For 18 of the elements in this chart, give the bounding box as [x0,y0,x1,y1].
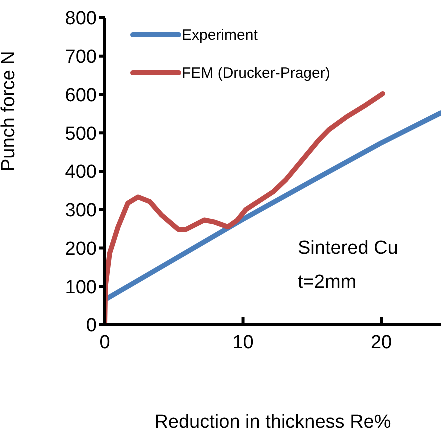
y-tick-label: 600 [65,85,97,106]
annotation: t=2mm [298,271,358,295]
y-tick-label: 100 [65,277,97,298]
x-tick-label: 0 [100,332,110,354]
x-tick-label: 10 [232,332,254,354]
y-axis-title: Punch force N [0,51,20,172]
annotation: Sintered Cu [298,237,398,261]
y-tick-label: 700 [65,47,97,68]
y-tick-label: 300 [65,200,97,222]
y-tick-label: 500 [65,124,97,145]
y-tick-label: 800 [65,8,97,30]
y-tick-label: 400 [65,162,97,184]
y-tick-label: 0 [86,316,97,337]
x-axis-title: Reduction in thickness Re% [154,412,392,433]
x-tick-label: 20 [370,332,392,354]
legend-label: Experiment [182,26,258,44]
y-tick-label: 200 [65,238,97,260]
legend-label: FEM (Drucker-Prager) [182,64,330,82]
